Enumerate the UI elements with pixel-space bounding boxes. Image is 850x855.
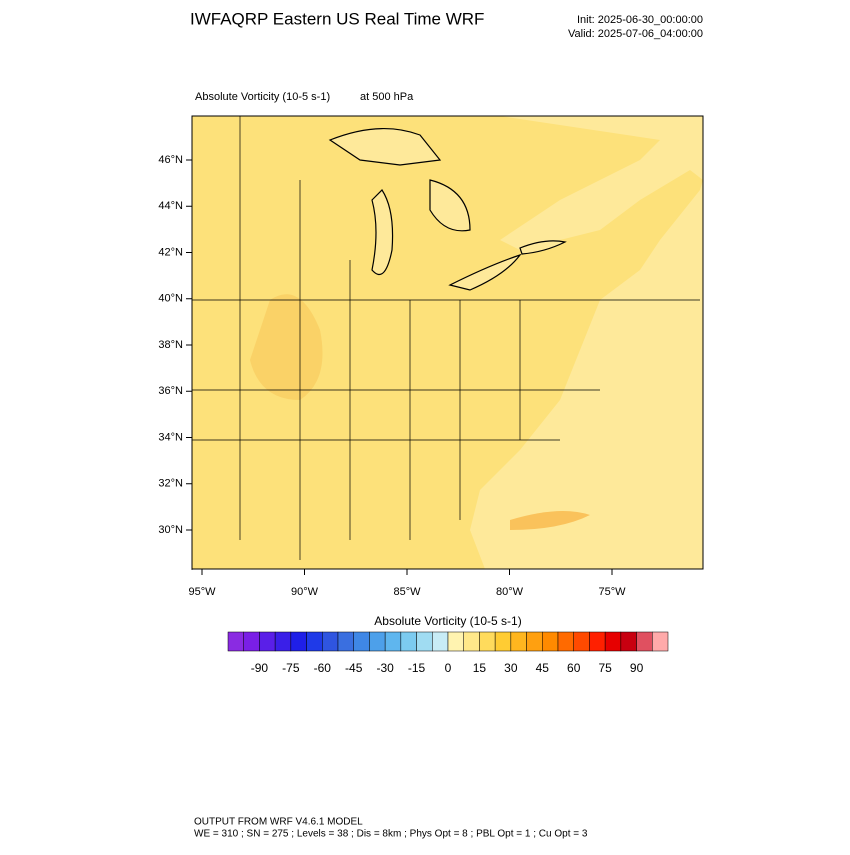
colorbar-box <box>542 631 559 652</box>
colorbar-box <box>652 631 669 652</box>
colorbar-box <box>259 631 276 652</box>
colorbar-tick-label: -60 <box>314 661 332 675</box>
colorbar-tick-label: 0 <box>445 661 452 675</box>
map <box>191 115 704 570</box>
lat-tick-label: 32°N <box>158 478 183 490</box>
colorbar-box <box>227 631 244 652</box>
colorbar-box <box>243 631 260 652</box>
vorticity-patch <box>510 511 590 530</box>
lake-michigan <box>371 189 394 275</box>
colorbar-box <box>337 631 354 652</box>
map-frame <box>191 115 704 570</box>
colorbar-tick-label: 75 <box>598 661 612 675</box>
colorbar-box <box>432 631 449 652</box>
lon-tick-label: 75°W <box>598 586 626 598</box>
lat-tick-label: 36°N <box>158 385 183 397</box>
lat-tick-label: 44°N <box>158 200 183 212</box>
colorbar-box <box>353 631 370 652</box>
lat-tick-label: 30°N <box>158 524 183 536</box>
lat-tick-label: 34°N <box>158 431 183 443</box>
colorbar-box <box>290 631 307 652</box>
colorbar-box <box>306 631 323 652</box>
colorbar-box <box>589 631 606 652</box>
colorbar-box <box>400 631 417 652</box>
colorbar-tick-label: -75 <box>282 661 300 675</box>
colorbar-box <box>384 631 402 652</box>
colorbar-tick-label: -90 <box>251 661 269 675</box>
colorbar-box <box>620 631 637 652</box>
colorbar-tick-label: 60 <box>567 661 581 675</box>
colorbar-tick-label: -45 <box>345 661 363 675</box>
colorbar-box <box>573 631 590 652</box>
level-label: at 500 hPa <box>360 91 414 103</box>
colorbar-tick-label: 30 <box>504 661 518 675</box>
colorbar-box <box>447 631 464 652</box>
colorbar-box <box>416 631 433 652</box>
colorbar-box <box>510 631 527 652</box>
lake-superior <box>328 128 442 166</box>
lon-tick-label: 90°W <box>291 586 319 598</box>
colorbar-box <box>526 631 543 652</box>
colorbar-box <box>604 631 622 652</box>
colorbar-box <box>479 631 496 652</box>
lake-erie <box>448 253 522 291</box>
colorbar-box <box>636 631 653 652</box>
footer-line: WE = 310 ; SN = 275 ; Levels = 38 ; Dis … <box>194 829 588 840</box>
footer-line: OUTPUT FROM WRF V4.6.1 MODEL <box>194 817 363 828</box>
lake-ontario <box>519 240 567 255</box>
ocean <box>470 116 703 569</box>
colorbar-tick-label: 45 <box>536 661 550 675</box>
vorticity-patch <box>250 294 323 400</box>
init-time: Init: 2025-06-30_00:00:00 <box>577 14 703 26</box>
title: IWFAQRP Eastern US Real Time WRF <box>190 9 484 28</box>
lat-tick-label: 40°N <box>158 293 183 305</box>
colorbar-box <box>274 631 292 652</box>
colorbar-tick-label: 15 <box>473 661 487 675</box>
lon-tick-label: 95°W <box>188 586 216 598</box>
field-label: Absolute Vorticity (10-5 s-1) <box>195 91 330 103</box>
lake-huron <box>429 179 471 232</box>
map-axes: 46°N 44°N 42°N 40°N 38°N 36°N 34°N 32°N 30°N 95°W… <box>158 154 626 598</box>
colorbar-box <box>369 631 386 652</box>
colorbar-tick-label: 90 <box>630 661 644 675</box>
lat-tick-label: 46°N <box>158 154 183 166</box>
colorbar-label: Absolute Vorticity (10-5 s-1) <box>374 614 521 628</box>
colorbar: -90 -75 -60 -45 -30 -15 0 15 30 45 60 75 90 <box>227 631 669 675</box>
colorbar-tick-label: -15 <box>408 661 426 675</box>
colorbar-box <box>557 631 574 652</box>
lat-tick-label: 38°N <box>158 339 183 351</box>
colorbar-tick-label: -30 <box>376 661 394 675</box>
colorbar-box <box>494 631 512 652</box>
valid-time: Valid: 2025-07-06_04:00:00 <box>568 28 703 40</box>
lat-tick-label: 42°N <box>158 246 183 258</box>
colorbar-box <box>463 631 480 652</box>
lon-tick-label: 80°W <box>496 586 524 598</box>
lon-tick-label: 85°W <box>393 586 421 598</box>
colorbar-box <box>322 631 339 652</box>
